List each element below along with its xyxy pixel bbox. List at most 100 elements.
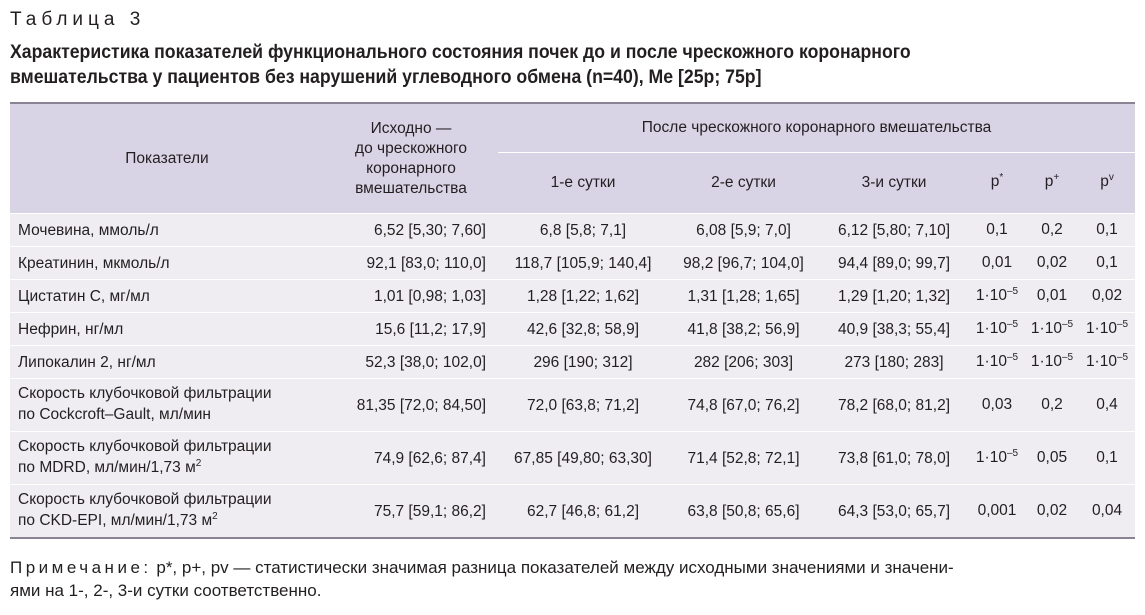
- table-body: Мочевина, ммоль/л 6,52 [5,30; 7,60] 6,8 …: [10, 213, 1136, 539]
- p-star-value: 0,1: [969, 213, 1025, 247]
- day2-value: 6,08 [5,9; 7,0]: [668, 213, 819, 247]
- p-v-value: 0,02: [1079, 279, 1136, 313]
- day1-value: 67,85 [49,80; 63,30]: [498, 431, 668, 485]
- header-day-1: 1-е сутки: [498, 152, 668, 214]
- day2-value: 98,2 [96,7; 104,0]: [668, 246, 819, 280]
- baseline-value: 1,01 [0,98; 1,03]: [324, 279, 498, 313]
- day2-value: 282 [206; 303]: [668, 345, 819, 379]
- table-row: Мочевина, ммоль/л 6,52 [5,30; 7,60] 6,8 …: [10, 213, 1136, 247]
- p-star-exp: –5: [1006, 351, 1019, 363]
- p-plus-exp: –5: [1061, 351, 1074, 363]
- table-row: Липокалин 2, нг/мл 52,3 [38,0; 102,0] 29…: [10, 345, 1136, 379]
- p-v-value: 0,4: [1079, 378, 1136, 432]
- p-v-value: 0,1: [1079, 213, 1136, 247]
- p-plus-value: 1·10–5: [1025, 312, 1079, 346]
- table-row: Скорость клубочковой фильтрации по Cockc…: [10, 378, 1136, 432]
- p-plus-base: 1·10: [1030, 319, 1062, 337]
- day1-value: 296 [190; 312]: [498, 345, 668, 379]
- p-v-base: 0,02: [1091, 286, 1123, 304]
- p-plus-base: 0,2: [1041, 395, 1063, 413]
- header-day-3: 3-и сутки: [819, 152, 969, 214]
- row-name: Креатинин, мкмоль/л: [10, 246, 324, 280]
- baseline-value: 81,35 [72,0; 84,50]: [324, 378, 498, 432]
- p-v-base: 0,1: [1096, 253, 1118, 271]
- row-name-unit-sup: 2: [212, 511, 218, 522]
- header-p-plus-sup: +: [1053, 172, 1060, 183]
- header-p-v-sup: v: [1108, 172, 1114, 183]
- row-name-line-1: Скорость клубочковой фильтрации: [18, 438, 272, 455]
- p-v-base: 0,1: [1096, 448, 1118, 466]
- baseline-value: 75,7 [59,1; 86,2]: [324, 484, 498, 539]
- footnote-line-1: Примечание: p*, p+, pv — статистически з…: [10, 556, 1135, 579]
- row-name: Скорость клубочковой фильтрации по Cockc…: [10, 378, 324, 432]
- day2-value: 74,8 [67,0; 76,2]: [668, 378, 819, 432]
- p-v-exp: –5: [1116, 318, 1129, 330]
- baseline-value: 15,6 [11,2; 17,9]: [324, 312, 498, 346]
- baseline-value: 74,9 [62,6; 87,4]: [324, 431, 498, 485]
- day2-value: 41,8 [38,2; 56,9]: [668, 312, 819, 346]
- p-v-base: 0,1: [1096, 220, 1118, 238]
- p-star-value: 1·10–5: [969, 345, 1025, 379]
- baseline-value: 52,3 [38,0; 102,0]: [324, 345, 498, 379]
- day3-value: 40,9 [38,3; 55,4]: [819, 312, 969, 346]
- table-caption: Характеристика показателей функционально…: [10, 40, 1052, 90]
- day3-value: 94,4 [89,0; 99,7]: [819, 246, 969, 280]
- day3-value: 1,29 [1,20; 1,32]: [819, 279, 969, 313]
- p-v-value: 0,1: [1079, 246, 1136, 280]
- day3-value: 6,12 [5,80; 7,10]: [819, 213, 969, 247]
- day1-value: 72,0 [63,8; 71,2]: [498, 378, 668, 432]
- p-star-value: 0,01: [969, 246, 1025, 280]
- p-star-value: 1·10–5: [969, 431, 1025, 485]
- footnote-text-1: p*, p+, pv — статистически значимая разн…: [156, 558, 954, 577]
- header-indicators: Показатели: [10, 102, 324, 214]
- p-star-value: 0,03: [969, 378, 1025, 432]
- p-plus-value: 0,2: [1025, 213, 1079, 247]
- p-star-base: 0,1: [986, 220, 1008, 238]
- header-p-star: p*: [969, 152, 1025, 214]
- row-name: Скорость клубочковой фильтрации по CKD-E…: [10, 484, 324, 539]
- day2-value: 1,31 [1,28; 1,65]: [668, 279, 819, 313]
- p-plus-base: 1·10: [1030, 352, 1062, 370]
- header-day-2: 2-е сутки: [668, 152, 819, 214]
- day3-value: 273 [180; 283]: [819, 345, 969, 379]
- p-plus-value: 1·10–5: [1025, 345, 1079, 379]
- p-star-base: 0,001: [977, 501, 1017, 519]
- p-star-exp: –5: [1006, 318, 1019, 330]
- table-header: Показатели Исходно — до чрескожного коро…: [10, 102, 1136, 214]
- day1-value: 118,7 [105,9; 140,4]: [498, 246, 668, 280]
- p-star-value: 1·10–5: [969, 312, 1025, 346]
- header-p-plus-base: p: [1044, 173, 1054, 190]
- day1-value: 42,6 [32,8; 58,9]: [498, 312, 668, 346]
- row-name: Нефрин, нг/мл: [10, 312, 324, 346]
- table-row: Нефрин, нг/мл 15,6 [11,2; 17,9] 42,6 [32…: [10, 312, 1136, 346]
- p-plus-value: 0,2: [1025, 378, 1079, 432]
- table-row: Креатинин, мкмоль/л 92,1 [83,0; 110,0] 1…: [10, 246, 1136, 280]
- p-plus-value: 0,02: [1025, 484, 1079, 539]
- p-v-base: 1·10: [1085, 319, 1117, 337]
- p-star-base: 0,03: [981, 395, 1013, 413]
- p-star-value: 1·10–5: [969, 279, 1025, 313]
- p-star-exp: –5: [1006, 447, 1019, 459]
- p-star-base: 1·10: [975, 448, 1007, 466]
- header-after-pci: После чрескожного коронарного вмешательс…: [498, 102, 1136, 153]
- baseline-value: 92,1 [83,0; 110,0]: [324, 246, 498, 280]
- p-v-value: 0,04: [1079, 484, 1136, 539]
- header-p-v-base: p: [1100, 173, 1109, 190]
- day2-value: 71,4 [52,8; 72,1]: [668, 431, 819, 485]
- footnote-lead: Примечание:: [10, 558, 152, 577]
- day2-value: 63,8 [50,8; 65,6]: [668, 484, 819, 539]
- row-name-line-1: Скорость клубочковой фильтрации: [18, 491, 272, 508]
- day3-value: 64,3 [53,0; 65,7]: [819, 484, 969, 539]
- header-p-v: pv: [1079, 152, 1136, 214]
- p-v-value: 0,1: [1079, 431, 1136, 485]
- row-name: Цистатин С, мг/мл: [10, 279, 324, 313]
- row-name-line-2: по Cockcroft–Gault, мл/мин: [18, 404, 321, 427]
- row-name-line-2-text: по CKD-EPI, мл/мин/1,73 м: [18, 512, 213, 529]
- p-plus-base: 0,01: [1036, 286, 1068, 304]
- row-name-line-2: по CKD-EPI, мл/мин/1,73 м2: [18, 510, 321, 533]
- p-star-base: 0,01: [981, 253, 1013, 271]
- header-baseline-line-4: вмешательства: [355, 179, 467, 197]
- kidney-function-table: Показатели Исходно — до чрескожного коро…: [10, 102, 1136, 539]
- row-name: Скорость клубочковой фильтрации по MDRD,…: [10, 431, 324, 485]
- header-p-star-base: p: [990, 173, 1000, 190]
